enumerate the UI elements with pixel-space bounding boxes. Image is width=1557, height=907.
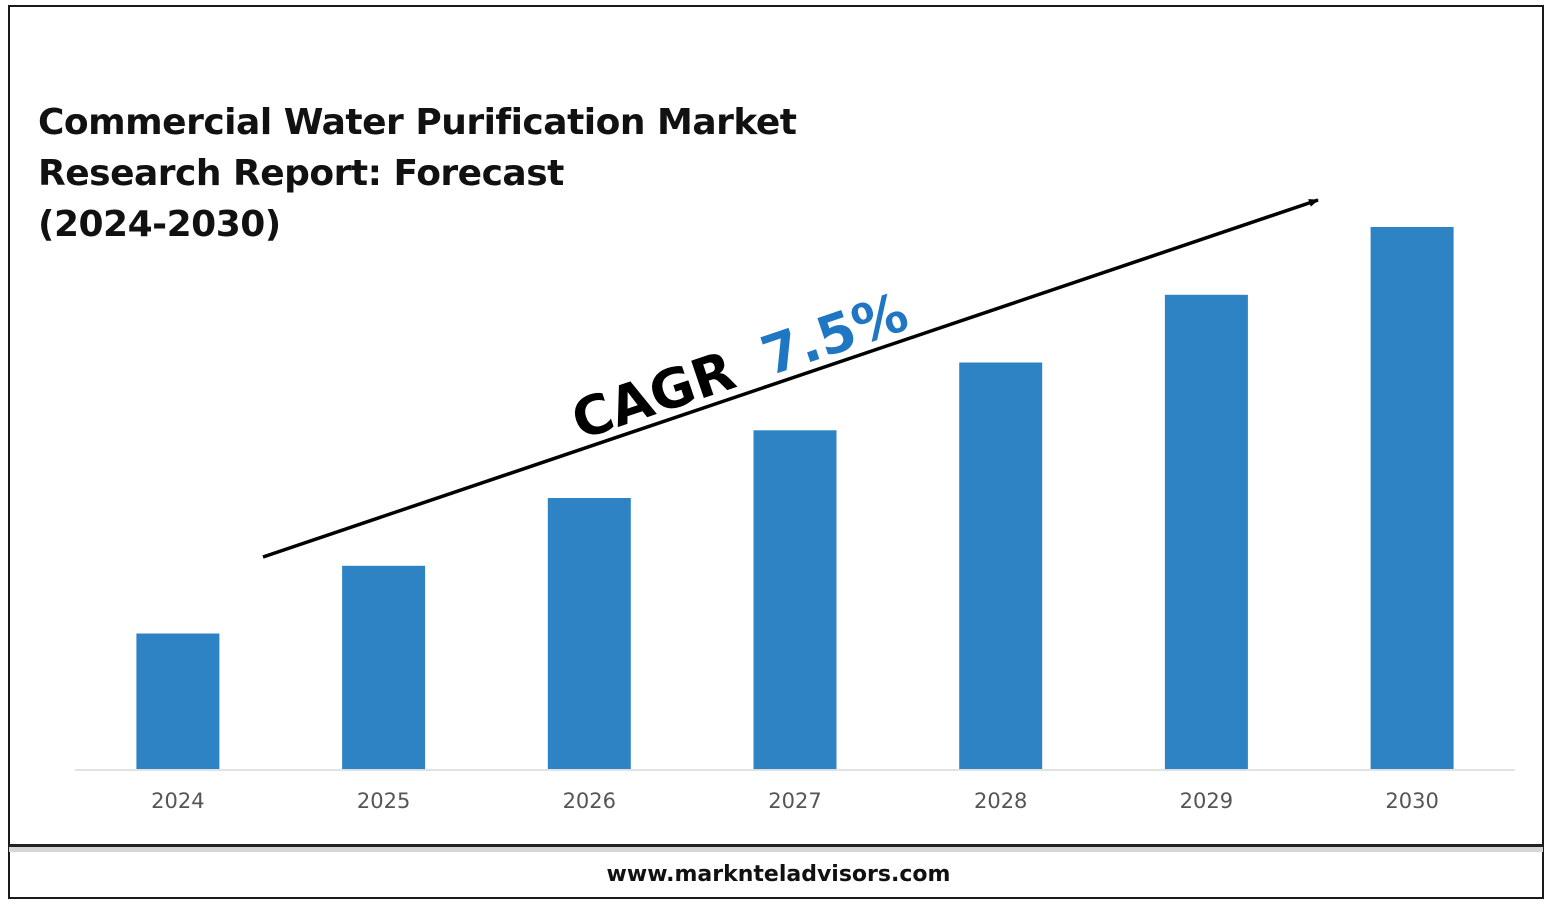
x-tick-label-2027: 2027 xyxy=(768,789,821,813)
bar-2029 xyxy=(1164,294,1248,770)
x-tick-label-2028: 2028 xyxy=(974,789,1027,813)
chart-title-line-3: (2024-2030) xyxy=(38,204,281,245)
cagr-label: CAGR xyxy=(564,339,743,452)
cagr-annotation: CAGR 7.5% xyxy=(564,280,916,452)
x-tick-labels: 2024 2025 2026 2027 2028 2029 2030 xyxy=(151,789,1439,813)
x-tick-label-2026: 2026 xyxy=(563,789,616,813)
chart-title: Commercial Water Purification Market Res… xyxy=(38,97,838,250)
chart-title-line-2: Research Report: Forecast xyxy=(38,153,564,194)
x-tick-label-2024: 2024 xyxy=(151,789,204,813)
x-tick-label-2025: 2025 xyxy=(357,789,410,813)
bar-2024 xyxy=(136,633,220,769)
bar-2025 xyxy=(342,565,426,770)
chart-title-line-1: Commercial Water Purification Market xyxy=(38,102,797,143)
footer-divider xyxy=(9,844,1543,852)
bars-layer xyxy=(136,227,1454,770)
bar-2028 xyxy=(959,362,1043,769)
footer-url: www.marknteladvisors.com xyxy=(606,862,951,887)
bar-2030 xyxy=(1370,227,1454,769)
x-tick-label-2030: 2030 xyxy=(1385,789,1438,813)
cagr-value: 7.5% xyxy=(754,280,916,388)
bar-2027 xyxy=(753,430,837,770)
bar-2026 xyxy=(547,498,631,769)
cagr-trend-arrow xyxy=(262,198,1319,559)
x-tick-label-2029: 2029 xyxy=(1180,789,1233,813)
